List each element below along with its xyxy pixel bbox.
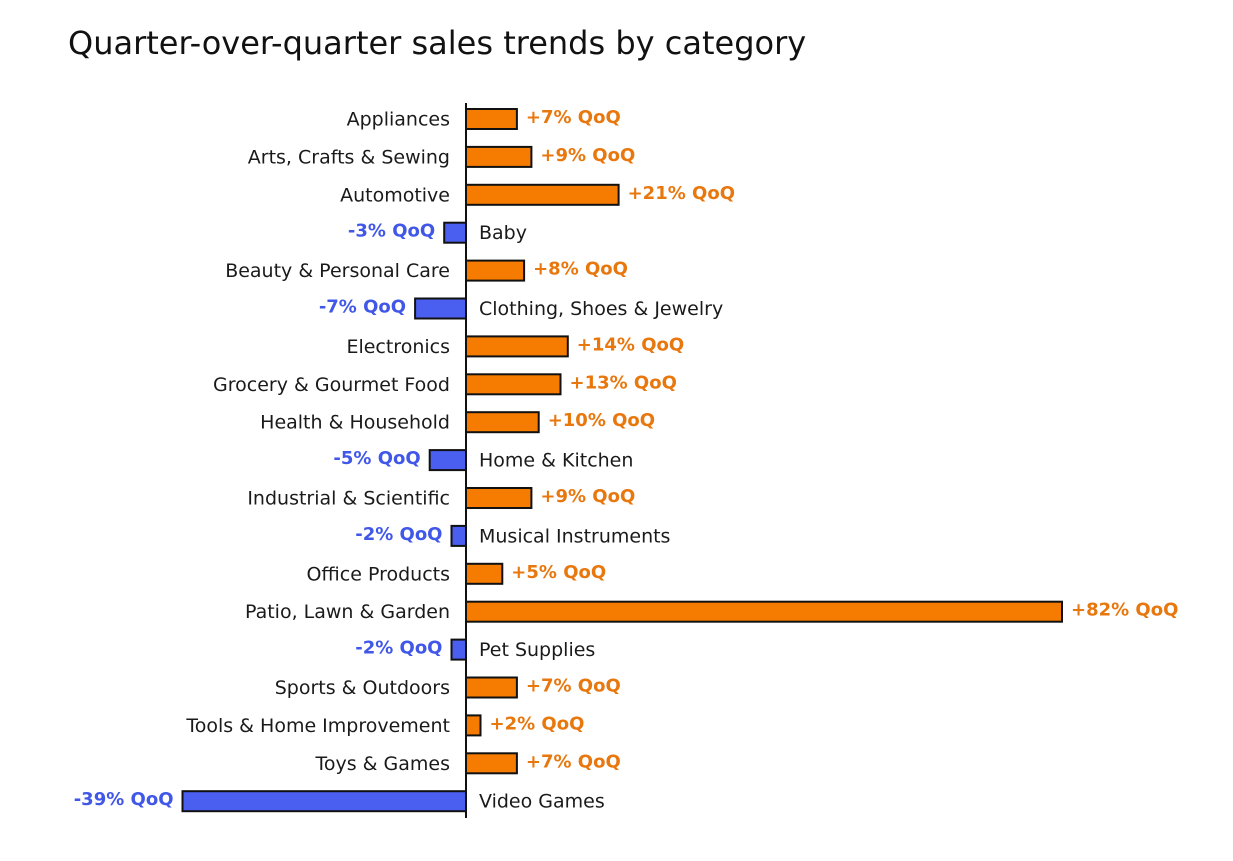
category-label-video-games: Video Games bbox=[479, 791, 605, 813]
value-label-industrial-and-scientific: +9% QoQ bbox=[540, 486, 635, 507]
bar-home-and-kitchen bbox=[428, 449, 468, 472]
value-label-home-and-kitchen: -5% QoQ bbox=[333, 448, 420, 469]
category-label-sports-and-outdoors: Sports & Outdoors bbox=[275, 677, 450, 699]
category-label-appliances: Appliances bbox=[347, 109, 450, 131]
category-label-office-products: Office Products bbox=[306, 563, 450, 585]
category-label-electronics: Electronics bbox=[346, 336, 450, 358]
category-label-industrial-and-scientific: Industrial & Scientific bbox=[247, 488, 450, 510]
category-label-pet-supplies: Pet Supplies bbox=[479, 639, 595, 661]
bar-office-products bbox=[465, 562, 504, 585]
bar-sports-and-outdoors bbox=[465, 676, 518, 699]
bar-video-games bbox=[181, 790, 467, 813]
category-label-beauty-and-personal-care: Beauty & Personal Care bbox=[225, 260, 450, 282]
bar-electronics bbox=[465, 335, 569, 358]
value-label-video-games: -39% QoQ bbox=[74, 789, 174, 810]
value-label-musical-instruments: -2% QoQ bbox=[355, 524, 442, 545]
bar-appliances bbox=[465, 108, 518, 130]
bar-automotive bbox=[465, 183, 620, 206]
category-label-baby: Baby bbox=[479, 222, 527, 244]
category-label-home-and-kitchen: Home & Kitchen bbox=[479, 450, 633, 472]
category-label-toys-and-games: Toys & Games bbox=[314, 753, 450, 775]
bar-arts-crafts-and-sewing bbox=[465, 145, 533, 168]
value-label-office-products: +5% QoQ bbox=[511, 562, 606, 583]
category-label-musical-instruments: Musical Instruments bbox=[479, 525, 670, 547]
value-label-pet-supplies: -2% QoQ bbox=[355, 638, 442, 659]
bar-patio-lawn-and-garden bbox=[465, 600, 1063, 623]
value-label-tools-and-home-improvement: +2% QoQ bbox=[490, 713, 585, 734]
value-label-appliances: +7% QoQ bbox=[526, 107, 621, 128]
category-label-health-and-household: Health & Household bbox=[260, 412, 450, 434]
value-label-baby: -3% QoQ bbox=[348, 221, 435, 242]
value-label-health-and-household: +10% QoQ bbox=[548, 410, 655, 431]
category-label-tools-and-home-improvement: Tools & Home Improvement bbox=[185, 715, 450, 737]
value-label-grocery-and-gourmet-food: +13% QoQ bbox=[570, 372, 677, 393]
bar-toys-and-games bbox=[465, 752, 518, 775]
bar-tools-and-home-improvement bbox=[465, 714, 482, 737]
category-label-automotive: Automotive bbox=[340, 184, 450, 206]
labels-layer: Appliances +7% QoQ Arts, Crafts & Sewing +9… bbox=[74, 107, 1179, 813]
value-label-clothing-shoes-and-jewelry: -7% QoQ bbox=[319, 297, 406, 318]
value-label-arts-crafts-and-sewing: +9% QoQ bbox=[540, 145, 635, 166]
bar-industrial-and-scientific bbox=[465, 487, 533, 509]
bar-clothing-shoes-and-jewelry bbox=[414, 297, 468, 320]
category-label-grocery-and-gourmet-food: Grocery & Gourmet Food bbox=[213, 374, 450, 396]
value-label-beauty-and-personal-care: +8% QoQ bbox=[533, 259, 628, 280]
chart-title: Quarter-over-quarter sales trends by cat… bbox=[68, 24, 807, 62]
bar-musical-instruments bbox=[450, 524, 467, 547]
bar-health-and-household bbox=[465, 411, 540, 434]
bar-beauty-and-personal-care bbox=[465, 259, 526, 282]
bar-grocery-and-gourmet-food bbox=[465, 373, 562, 396]
value-label-automotive: +21% QoQ bbox=[628, 183, 735, 204]
category-label-arts-crafts-and-sewing: Arts, Crafts & Sewing bbox=[248, 146, 450, 168]
value-label-electronics: +14% QoQ bbox=[577, 334, 684, 355]
value-label-patio-lawn-and-garden: +82% QoQ bbox=[1071, 600, 1178, 621]
value-label-sports-and-outdoors: +7% QoQ bbox=[526, 676, 621, 697]
value-label-toys-and-games: +7% QoQ bbox=[526, 751, 621, 772]
category-label-patio-lawn-and-garden: Patio, Lawn & Garden bbox=[245, 601, 450, 623]
bar-baby bbox=[443, 221, 468, 244]
bar-pet-supplies bbox=[450, 638, 467, 661]
category-label-clothing-shoes-and-jewelry: Clothing, Shoes & Jewelry bbox=[479, 298, 723, 320]
